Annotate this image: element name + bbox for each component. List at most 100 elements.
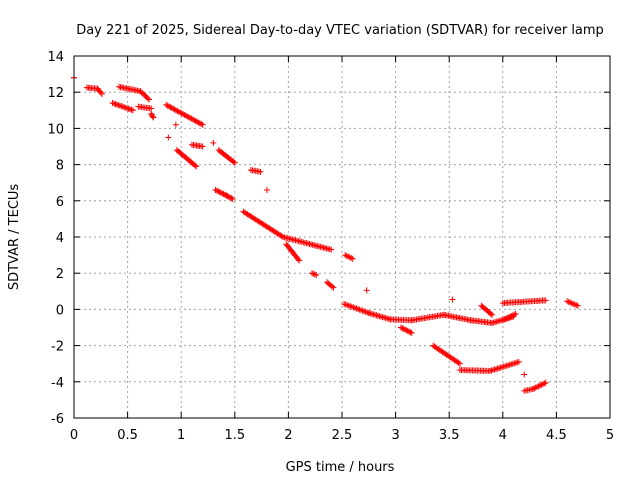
data-point xyxy=(406,328,412,335)
y-tick-label: -4 xyxy=(51,376,64,391)
data-point xyxy=(310,270,317,277)
data-point xyxy=(172,121,179,128)
data-point xyxy=(220,191,227,198)
data-point xyxy=(146,96,153,103)
data-point xyxy=(502,315,509,322)
data-point xyxy=(199,143,206,150)
gridlines xyxy=(74,56,610,418)
data-point xyxy=(499,317,506,324)
data-point xyxy=(125,105,132,112)
data-point xyxy=(574,302,581,309)
data-point xyxy=(531,385,538,392)
data-point xyxy=(541,380,548,387)
y-axis-label: SDTVAR / TECUs xyxy=(7,184,22,291)
data-point xyxy=(535,383,542,390)
y-tick-label: -2 xyxy=(51,340,64,355)
data-point xyxy=(399,325,406,332)
data-point xyxy=(227,194,234,201)
data-point xyxy=(129,107,136,114)
data-point xyxy=(542,297,549,304)
x-tick-label: 0.5 xyxy=(117,428,138,443)
data-point xyxy=(229,195,236,202)
data-point xyxy=(112,101,119,108)
x-tick-label: 1.5 xyxy=(224,428,245,443)
tick-labels: 0 0.5 1 1.5 2 2.5 3 3.5 4 4.5 5 -6 -4 -2 0 2 4 6 8 10 12 14 xyxy=(47,50,614,443)
data-point xyxy=(487,310,494,317)
y-tick-label: 0 xyxy=(56,303,64,318)
data-point xyxy=(296,257,303,264)
data-point xyxy=(192,162,199,169)
data-point xyxy=(215,188,222,195)
data-point xyxy=(97,89,104,96)
data-point xyxy=(213,187,220,194)
data-point xyxy=(506,313,513,320)
data-point xyxy=(397,324,404,331)
data-point xyxy=(210,139,217,146)
data-point xyxy=(295,256,302,263)
data-point xyxy=(116,102,123,109)
y-tick-label: 2 xyxy=(56,267,64,282)
data-point xyxy=(128,106,135,113)
data-point xyxy=(449,296,456,303)
data-point xyxy=(98,91,105,98)
data-point xyxy=(231,159,238,166)
data-point xyxy=(149,113,156,120)
data-point xyxy=(193,163,200,170)
data-point xyxy=(308,270,315,277)
data-point xyxy=(456,360,463,367)
data-point xyxy=(313,272,320,279)
x-tick-label: 0 xyxy=(70,428,78,443)
data-point xyxy=(278,233,285,240)
data-point xyxy=(401,326,408,333)
y-tick-label: 8 xyxy=(56,159,64,174)
chart-title: Day 221 of 2025, Sidereal Day-to-day VTE… xyxy=(76,23,604,38)
data-point xyxy=(511,311,518,318)
data-point xyxy=(512,310,519,317)
y-tick-label: -6 xyxy=(51,412,64,427)
data-point xyxy=(403,327,410,334)
x-tick-label: 4 xyxy=(499,428,507,443)
data-point xyxy=(521,371,528,378)
data-point xyxy=(118,103,125,110)
data-point xyxy=(124,105,131,112)
data-point xyxy=(144,95,151,102)
data-point xyxy=(224,193,231,200)
data-point xyxy=(150,114,157,121)
data-point xyxy=(349,255,356,262)
data-point xyxy=(400,325,407,332)
data-point xyxy=(113,101,120,108)
data-point xyxy=(489,311,496,318)
x-tick-label: 2.5 xyxy=(332,428,353,443)
x-tick-label: 5 xyxy=(606,428,614,443)
data-point xyxy=(230,158,237,165)
data-point xyxy=(539,381,546,388)
data-point xyxy=(216,188,223,195)
data-point xyxy=(111,100,118,107)
x-tick-label: 4.5 xyxy=(546,428,567,443)
data-point xyxy=(330,284,337,291)
data-point xyxy=(329,283,336,290)
data-point xyxy=(148,105,155,112)
data-point xyxy=(199,121,206,128)
data-point xyxy=(532,384,539,391)
data-point xyxy=(109,100,116,107)
data-point xyxy=(311,271,318,278)
x-tick-label: 2 xyxy=(284,428,292,443)
data-point xyxy=(407,329,414,336)
axis-ticks xyxy=(73,55,611,419)
data-point xyxy=(515,358,522,365)
x-axis-label: GPS time / hours xyxy=(286,460,395,475)
data-point xyxy=(408,329,415,336)
data-point xyxy=(127,106,134,113)
data-point xyxy=(198,121,205,128)
y-tick-label: 4 xyxy=(56,231,64,246)
data-point xyxy=(257,168,264,175)
data-point xyxy=(119,103,126,110)
x-tick-label: 1 xyxy=(177,428,185,443)
data-point xyxy=(404,327,411,334)
data-point xyxy=(542,379,549,386)
data-point xyxy=(504,315,511,322)
data-point xyxy=(508,313,515,320)
